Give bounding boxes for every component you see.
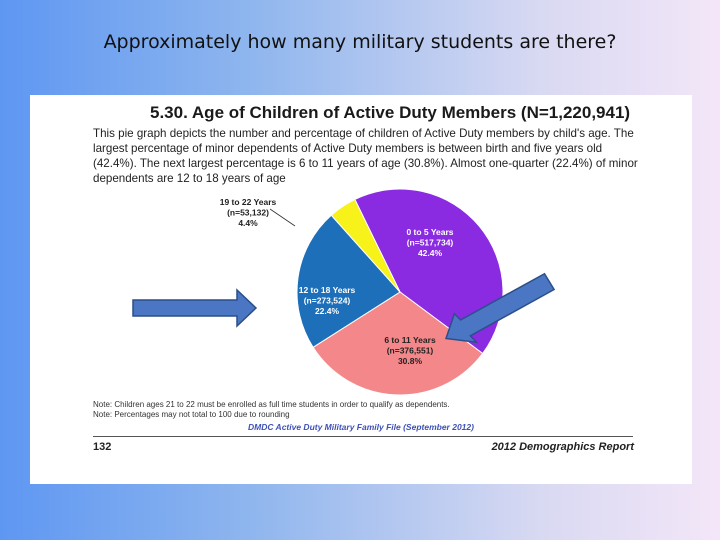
- pie-slice: [296, 214, 401, 349]
- slice-label: (n=273,524): [304, 296, 351, 306]
- pie-chart: 0 to 5 Years(n=517,734)42.4% 6 to 11 Year…: [220, 188, 504, 395]
- slice-label: 6 to 11 Years: [384, 335, 436, 345]
- slice-label: 4.4%: [238, 218, 258, 228]
- slice-label: 19 to 22 Years: [220, 197, 277, 207]
- chart-description: This pie graph depicts the number and pe…: [93, 127, 638, 185]
- note-line: Note: Children ages 21 to 22 must be enr…: [93, 400, 450, 409]
- slice-label: (n=376,551): [387, 346, 434, 356]
- chart-notes: Note: Children ages 21 to 22 must be enr…: [93, 400, 653, 420]
- slice-label: 0 to 5 Years: [406, 227, 453, 237]
- data-source: DMDC Active Duty Military Family File (S…: [248, 422, 474, 432]
- report-name: 2012 Demographics Report: [491, 441, 634, 453]
- footer-divider: [93, 436, 633, 437]
- slice-label: (n=53,132): [227, 208, 269, 218]
- slice-label: 12 to 18 Years: [299, 285, 356, 295]
- note-line: Note: Percentages may not total to 100 d…: [93, 410, 290, 419]
- slice-label: 30.8%: [398, 356, 423, 366]
- slide-question: Approximately how many military students…: [103, 31, 617, 53]
- page-number: 132: [93, 441, 112, 453]
- slice-label: (n=517,734): [407, 238, 454, 248]
- slice-label: 22.4%: [315, 306, 340, 316]
- callout-leader-line: [269, 208, 296, 227]
- pie-slice: [312, 291, 484, 395]
- report-page-image: 5.30. Age of Children of Active Duty Mem…: [30, 95, 692, 484]
- slice-label: 42.4%: [418, 248, 443, 258]
- pie-slice: [330, 198, 401, 293]
- section-title: 5.30. Age of Children of Active Duty Mem…: [150, 103, 631, 122]
